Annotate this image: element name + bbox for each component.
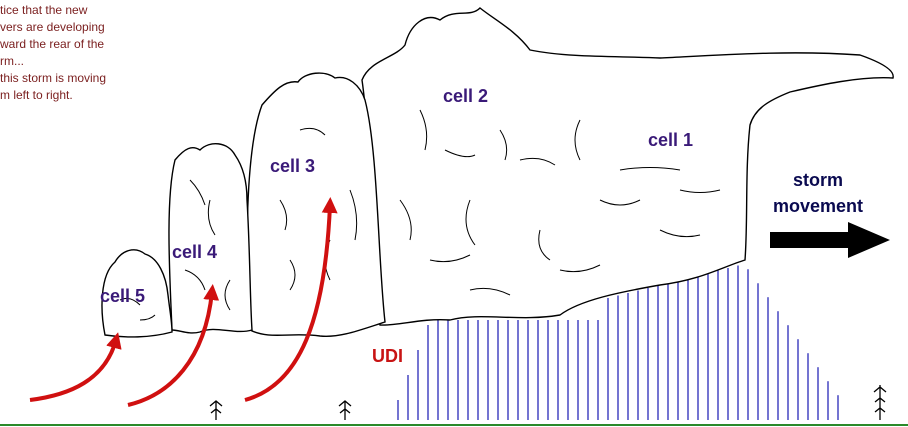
- cell-label: cell 4: [172, 242, 217, 262]
- note-line: vers are developing: [0, 20, 105, 34]
- movement-label: movement: [773, 196, 863, 216]
- udi-label: UDI: [372, 346, 403, 366]
- cell-label: cell 5: [100, 286, 145, 306]
- note-line: this storm is moving: [0, 71, 106, 85]
- note-line: rm...: [0, 54, 24, 68]
- cell-label: cell 1: [648, 130, 693, 150]
- note-line: tice that the new: [0, 3, 88, 17]
- cell-label: cell 2: [443, 86, 488, 106]
- note-line: m left to right.: [0, 88, 73, 102]
- cell-label: cell 3: [270, 156, 315, 176]
- note: tice that the new vers are developing ward…: [0, 3, 106, 102]
- movement-label: storm: [793, 170, 843, 190]
- movement-arrow: [770, 222, 890, 258]
- storm-diagram: tice that the new vers are developing ward…: [0, 0, 908, 427]
- note-line: ward the rear of the: [0, 37, 104, 51]
- cloud-cell-3: [247, 73, 385, 336]
- cloud-cells-1-2: [362, 8, 893, 325]
